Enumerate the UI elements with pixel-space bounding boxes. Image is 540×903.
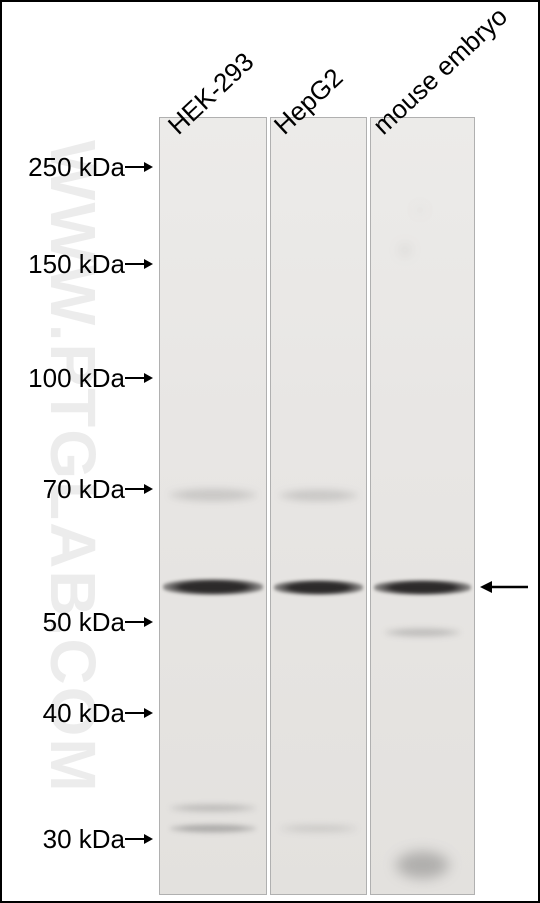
blot-band xyxy=(170,824,256,833)
mw-marker-row: 250 kDa xyxy=(0,152,153,182)
mw-marker-label: 70 kDa xyxy=(43,474,125,505)
arrow-right-icon xyxy=(125,152,153,182)
arrow-right-icon xyxy=(125,474,153,504)
mw-marker-label: 150 kDa xyxy=(28,249,125,280)
blot-band xyxy=(280,825,358,832)
blot-band xyxy=(394,850,452,880)
mw-marker-label: 40 kDa xyxy=(43,698,125,729)
mw-marker-row: 100 kDa xyxy=(0,363,153,393)
arrow-right-icon xyxy=(125,249,153,279)
mw-marker-label: 50 kDa xyxy=(43,607,125,638)
blot-band xyxy=(163,579,262,595)
blot-band xyxy=(385,628,461,637)
lane-2-bg xyxy=(271,118,366,894)
mw-marker-row: 30 kDa xyxy=(0,824,153,854)
arrow-right-icon xyxy=(125,824,153,854)
target-band-arrow xyxy=(480,575,530,599)
noise-spot xyxy=(416,206,424,214)
blot-band xyxy=(274,580,363,595)
lane-3-bg xyxy=(371,118,474,894)
blot-band xyxy=(169,488,258,502)
arrow-right-icon xyxy=(125,607,153,637)
mw-marker-row: 150 kDa xyxy=(0,249,153,279)
lane-2 xyxy=(270,117,367,895)
lane-1-bg xyxy=(160,118,266,894)
noise-spot xyxy=(399,244,411,256)
lane-3 xyxy=(370,117,475,895)
arrow-right-icon xyxy=(125,363,153,393)
lane-1 xyxy=(159,117,267,895)
mw-marker-row: 40 kDa xyxy=(0,698,153,728)
mw-marker-label: 100 kDa xyxy=(28,363,125,394)
blot-band xyxy=(374,580,471,595)
mw-marker-label: 250 kDa xyxy=(28,152,125,183)
mw-marker-row: 70 kDa xyxy=(0,474,153,504)
blot-band xyxy=(170,804,256,812)
arrow-right-icon xyxy=(125,698,153,728)
mw-marker-label: 30 kDa xyxy=(43,824,125,855)
blot-band xyxy=(279,489,359,502)
mw-marker-row: 50 kDa xyxy=(0,607,153,637)
